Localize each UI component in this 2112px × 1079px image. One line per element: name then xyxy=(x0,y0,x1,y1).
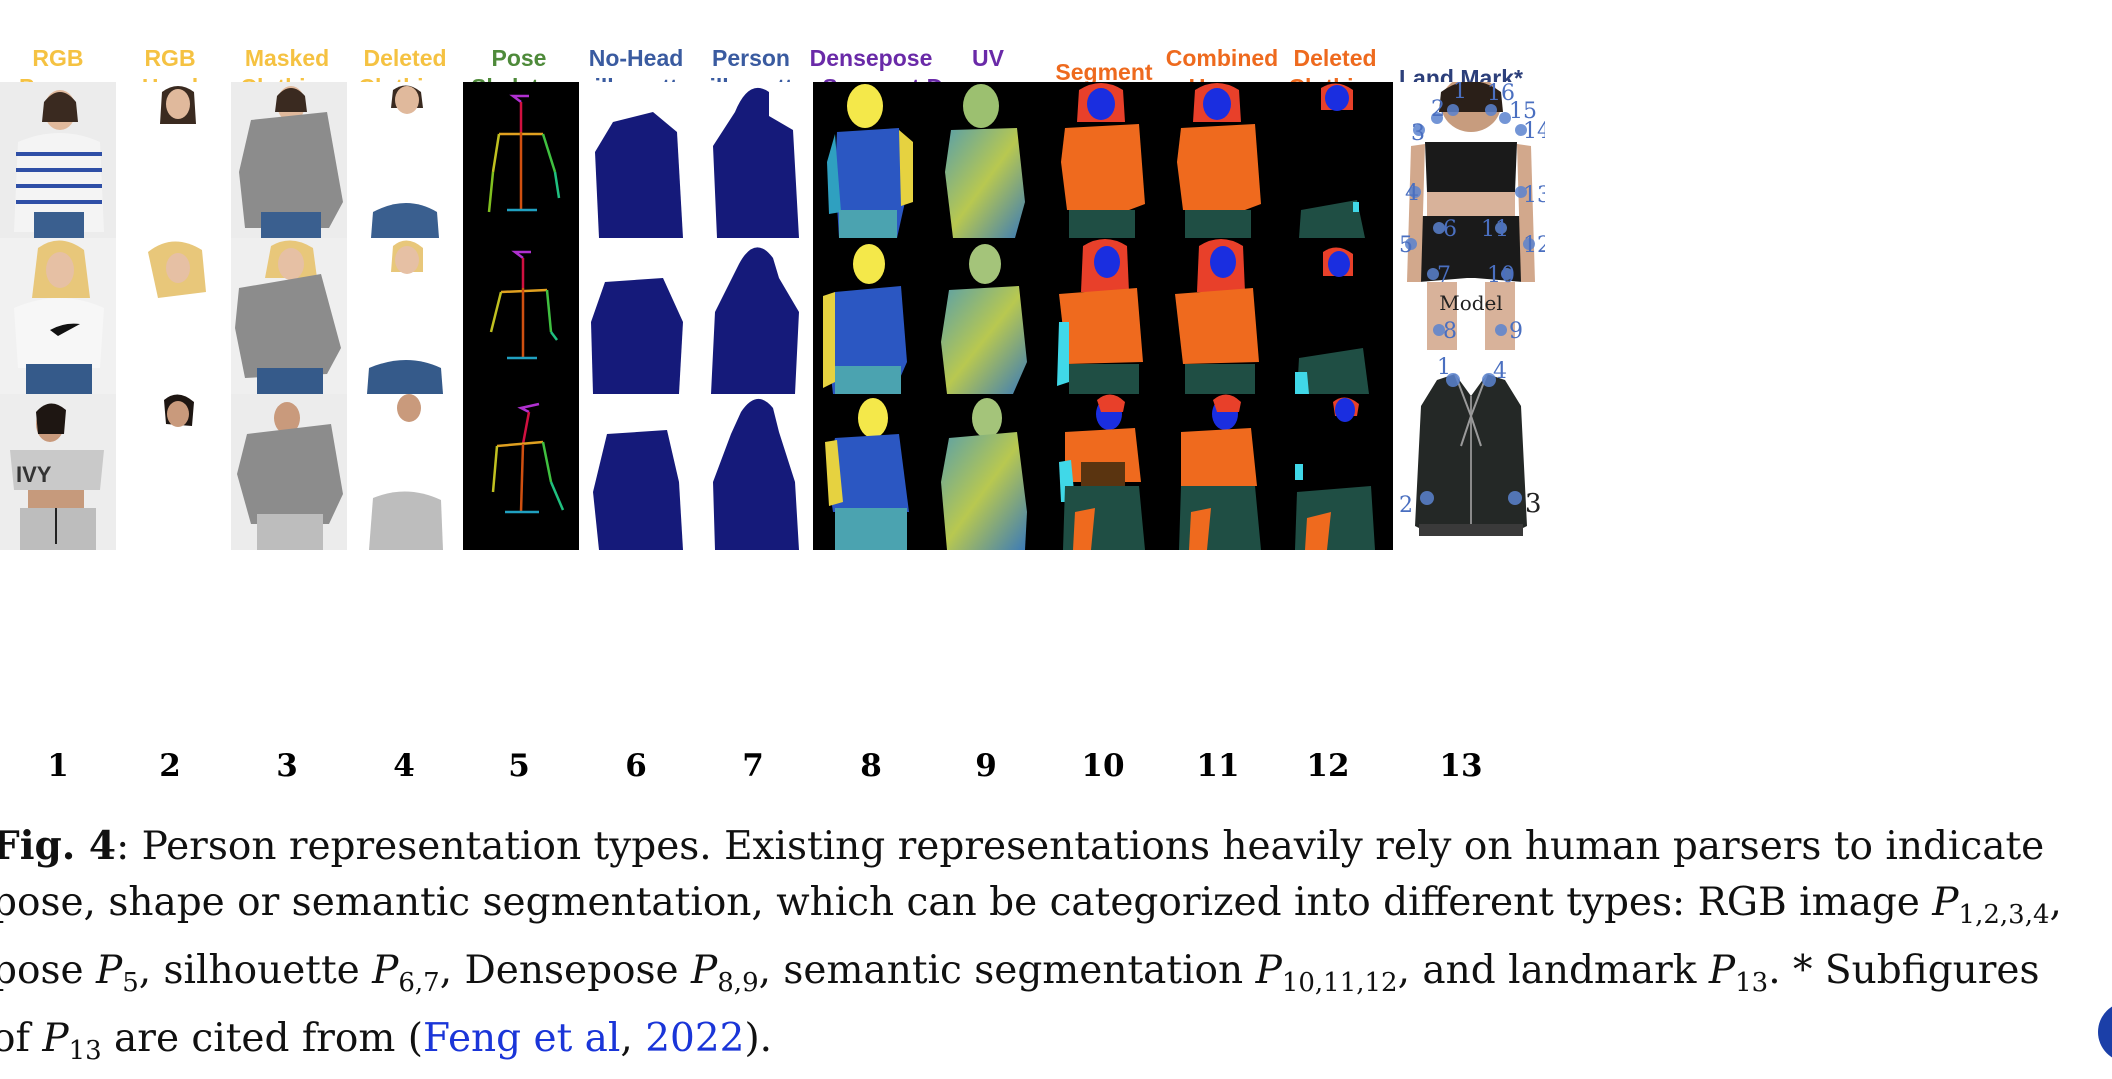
lm-10: 10 xyxy=(1487,263,1515,288)
deleted-clothing-column xyxy=(347,82,463,550)
math-symbol: P xyxy=(1932,880,1959,925)
caption-line-1-text: : Person representation types. Existing … xyxy=(116,824,2045,869)
masked-clothing-2 xyxy=(231,238,347,394)
col-number-11: 11 xyxy=(1196,748,1240,784)
no-head-silhouette-column xyxy=(579,82,695,550)
caption-text: . * Subfigures xyxy=(1768,948,2040,993)
lm-15: 15 xyxy=(1509,99,1537,124)
svg-text:IVY: IVY xyxy=(16,462,52,487)
col-number-1: 1 xyxy=(47,748,69,784)
math-subscript: 1,2,3,4 xyxy=(1958,900,2050,930)
jacket-lm-1: 1 xyxy=(1437,356,1451,380)
lm-1: 1 xyxy=(1453,82,1467,104)
masked-clothing-3 xyxy=(231,394,347,550)
lm-3: 3 xyxy=(1411,121,1425,146)
jacket-lm-2: 2 xyxy=(1399,493,1413,518)
lm-14: 14 xyxy=(1523,119,1545,144)
caption-line-3: pose P5, silhouette P6,7, Densepose P8,9… xyxy=(0,943,2102,1011)
math-symbol: P xyxy=(691,948,718,993)
math-subscript: 13 xyxy=(68,1036,102,1066)
math-subscript: 8,9 xyxy=(717,968,759,998)
landmark-jacket-image: 1 2 3 4 xyxy=(1397,356,1545,548)
math-symbol: P xyxy=(372,948,399,993)
math-symbol: P xyxy=(42,1016,69,1061)
densepose-segment-column xyxy=(813,82,929,550)
lm-13: 13 xyxy=(1523,183,1545,208)
caption-text: , Densepose xyxy=(439,948,692,993)
col-number-5: 5 xyxy=(508,748,530,784)
math-symbol: P xyxy=(95,948,123,993)
col-number-10: 10 xyxy=(1081,748,1125,784)
math-symbol: P xyxy=(1255,948,1282,993)
pose-skeleton-column xyxy=(463,82,579,550)
caption-fig-label: Fig. 4 xyxy=(0,823,117,869)
caption-text: , semantic segmentation xyxy=(758,948,1256,993)
col-number-7: 7 xyxy=(742,748,764,784)
col-number-12: 12 xyxy=(1306,748,1350,784)
caption-line-2-text: pose, shape or semantic segmentation, wh… xyxy=(0,880,1933,925)
caption-text: , silhouette xyxy=(138,948,373,993)
col-header-10: Segment xyxy=(1055,59,1153,85)
rgb-person-2 xyxy=(0,238,116,394)
col-number-2: 2 xyxy=(159,748,181,784)
landmark-model-image: Model 1 2 3 4 5 6 7 8 9 10 11 12 13 14 1… xyxy=(1397,82,1545,350)
lm-7: 7 xyxy=(1437,263,1451,288)
math-subscript: 10,11,12 xyxy=(1281,968,1398,998)
col-number-13: 13 xyxy=(1439,748,1483,784)
caption-line-4: of P13 are cited from (Feng et al, 2022)… xyxy=(0,1011,2102,1079)
col-number-6: 6 xyxy=(625,748,647,784)
lm-11: 11 xyxy=(1481,217,1509,242)
col-number-4: 4 xyxy=(393,748,415,784)
lm-5: 5 xyxy=(1399,233,1413,258)
lm-2: 2 xyxy=(1431,97,1445,122)
jacket-lm-3: 3 xyxy=(1525,489,1542,519)
citation-year-link[interactable]: 2022 xyxy=(645,1016,745,1061)
caption-text: are cited from ( xyxy=(101,1016,424,1061)
lm-12: 12 xyxy=(1523,233,1545,258)
math-subscript: 13 xyxy=(1735,968,1769,998)
lm-8: 8 xyxy=(1443,319,1457,344)
lm-4: 4 xyxy=(1405,181,1419,206)
caption-line-2: pose, shape or semantic segmentation, wh… xyxy=(0,875,2102,943)
rgb-person-1 xyxy=(0,82,116,238)
combined-upper-column xyxy=(1161,82,1277,550)
deleted-clothing-segment-column xyxy=(1277,82,1393,550)
caption-line-1: Fig. 4: Person representation types. Exi… xyxy=(0,818,2102,875)
uv-densepose-column xyxy=(929,82,1045,550)
math-symbol: P xyxy=(1708,948,1736,993)
figure: RGB Person RGB Head Masked Clothing Dele… xyxy=(0,45,1545,784)
rgb-head-column xyxy=(118,82,234,550)
landmark-model-label: Model xyxy=(1439,291,1503,315)
math-subscript: 6,7 xyxy=(398,968,440,998)
lm-16: 16 xyxy=(1487,82,1515,106)
segment-column xyxy=(1045,82,1161,550)
jacket-lm-4: 4 xyxy=(1493,359,1507,384)
person-silhouette-column xyxy=(695,82,811,550)
lm-9: 9 xyxy=(1509,319,1523,344)
math-subscript: 5 xyxy=(122,968,139,998)
col-number-8: 8 xyxy=(860,748,882,784)
caption-text: pose xyxy=(0,948,96,993)
masked-clothing-1 xyxy=(231,82,347,238)
col-number-9: 9 xyxy=(975,748,997,784)
caption-text: ). xyxy=(744,1016,773,1061)
rgb-person-3: IVY xyxy=(0,394,116,550)
caption-punct: , xyxy=(620,1016,646,1061)
citation-author-link[interactable]: Feng et al xyxy=(423,1016,621,1061)
lm-6: 6 xyxy=(1443,217,1457,242)
caption-punct: , xyxy=(2049,880,2062,925)
figure-caption: Fig. 4: Person representation types. Exi… xyxy=(0,818,2102,1079)
col-number-3: 3 xyxy=(276,748,298,784)
caption-text: , and landmark xyxy=(1397,948,1709,993)
caption-text: of xyxy=(0,1016,30,1061)
corner-badge-icon[interactable] xyxy=(2098,1002,2112,1062)
